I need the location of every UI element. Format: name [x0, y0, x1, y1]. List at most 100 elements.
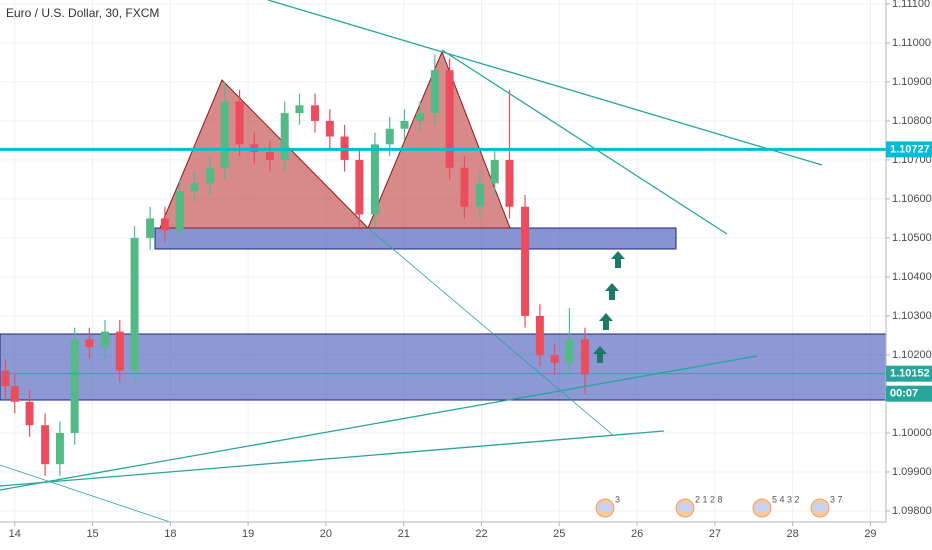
trend-line — [0, 355, 758, 491]
candle-body — [430, 70, 439, 114]
candle-body — [70, 339, 79, 433]
x-tick-label: 19 — [242, 528, 254, 540]
candle-body — [160, 218, 169, 231]
candle-body — [445, 70, 454, 168]
x-tick-label: 26 — [631, 528, 643, 540]
drawings — [0, 50, 887, 401]
candle-body — [10, 386, 19, 402]
candle-body — [220, 101, 229, 168]
x-tick-label: 21 — [398, 528, 410, 540]
candle-body — [235, 101, 244, 145]
event-flag — [598, 503, 612, 512]
candle-body — [1, 370, 10, 387]
candles — [1, 54, 589, 476]
arrow-up — [611, 251, 625, 268]
y-tick-label: 1.10900 — [892, 76, 932, 88]
candle-body — [190, 183, 199, 192]
resistance-zone — [154, 227, 677, 250]
x-tick-label: 15 — [86, 528, 98, 540]
x-tick-label: 29 — [864, 528, 876, 540]
price-label: 1.10727 — [890, 143, 930, 155]
event-label: 2 1 2 8 — [695, 494, 723, 504]
candle-body — [565, 339, 574, 363]
event-label: 5 4 3 2 — [772, 494, 800, 504]
event-label: 3 7 — [830, 494, 843, 504]
arrow-up — [605, 283, 619, 300]
candle-body — [370, 144, 379, 215]
candle-body — [535, 315, 544, 355]
trend-line — [367, 227, 615, 437]
candle-body — [416, 113, 425, 121]
y-tick-label: 1.09900 — [892, 466, 932, 478]
y-tick-label: 1.09800 — [892, 505, 932, 517]
candle-body — [505, 159, 514, 207]
price-label: 1.10152 — [890, 368, 930, 380]
trend-line — [267, 0, 823, 166]
candle-body — [580, 339, 589, 375]
event-flag — [755, 503, 769, 512]
candle-body — [101, 331, 110, 348]
candle-body — [206, 167, 215, 184]
y-tick-label: 1.10200 — [892, 349, 932, 361]
x-tick-label: 25 — [553, 528, 565, 540]
x-tick-label: 20 — [320, 528, 332, 540]
candle-body — [490, 159, 499, 184]
chart-title: Euro / U.S. Dollar, 30, FXCM — [6, 6, 159, 20]
candle-body — [265, 152, 274, 160]
support-zone — [0, 333, 887, 401]
y-tick-label: 1.10400 — [892, 271, 932, 283]
trend-lines — [0, 0, 823, 523]
candle-body — [400, 120, 409, 129]
price-axis — [886, 0, 932, 550]
candle-body — [325, 120, 334, 137]
x-tick-label: 14 — [9, 528, 21, 540]
candle-body — [311, 105, 320, 121]
event-flag — [813, 503, 827, 512]
candle-body — [115, 331, 124, 371]
candle-body — [130, 237, 139, 371]
price-label-box — [886, 141, 932, 158]
candle-body — [85, 339, 94, 348]
price-label-box — [886, 365, 932, 382]
candle-body — [25, 401, 34, 426]
overlay: 3 2 1 2 8 5 4 3 2 3 7 — [0, 147, 886, 518]
x-tick-label: 27 — [709, 528, 721, 540]
time-axis — [0, 522, 886, 550]
y-tick-label: 1.10800 — [892, 115, 932, 127]
candle-body — [295, 105, 304, 114]
y-tick-label: 1.10600 — [892, 193, 932, 205]
event-flag — [678, 503, 692, 512]
x-tick-label: 28 — [787, 528, 799, 540]
candle-body — [175, 191, 184, 231]
trend-line — [441, 49, 728, 235]
price-label-box — [886, 385, 932, 402]
y-tick-label: 1.10500 — [892, 232, 932, 244]
trend-line — [0, 430, 665, 487]
y-tick-label: 1.11100 — [892, 0, 930, 10]
candle-body — [280, 113, 289, 160]
event-label: 3 — [615, 494, 620, 504]
candle-body — [460, 167, 469, 207]
candle-body — [55, 432, 64, 465]
candle-body — [521, 206, 530, 316]
candle-body — [475, 183, 484, 207]
candle-body — [41, 425, 50, 465]
x-tick-label: 22 — [475, 528, 487, 540]
y-tick-label: 1.10000 — [892, 427, 932, 439]
trend-line — [0, 464, 171, 523]
candle-body — [146, 218, 155, 238]
arrow-up — [593, 346, 607, 363]
x-tick-label: 18 — [164, 528, 176, 540]
y-tick-label: 1.11000 — [892, 37, 931, 49]
axes: 1.098001.099001.100001.101001.102001.103… — [9, 0, 932, 540]
candle-body — [550, 354, 559, 363]
y-tick-label: 1.10300 — [892, 310, 932, 322]
left-shoulder-triangle — [159, 79, 370, 229]
candle-body — [355, 159, 364, 215]
candle-body — [385, 128, 394, 145]
arrow-up — [599, 313, 613, 330]
price-label: 00:07 — [890, 388, 918, 400]
arrows — [593, 251, 625, 363]
